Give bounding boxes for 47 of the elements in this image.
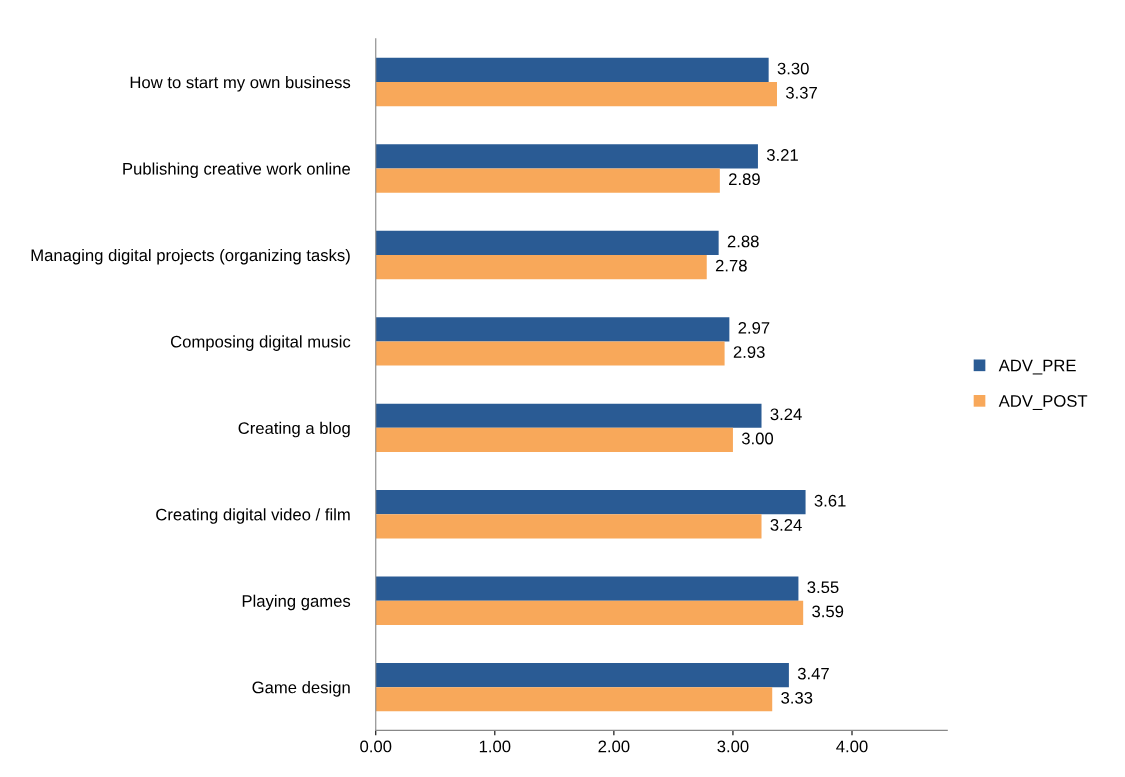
data-label: 3.47 — [797, 667, 829, 680]
legend-label: ADV_PRE — [998, 359, 1076, 375]
data-label: 2.93 — [733, 346, 765, 358]
bar — [375, 490, 806, 515]
y-tick-label: Playing games — [242, 594, 351, 611]
data-label: 3.59 — [812, 605, 844, 618]
data-label: 3.00 — [741, 432, 774, 445]
x-tick-label: 4.00 — [836, 740, 868, 753]
x-tick-label: 0.00 — [360, 740, 392, 753]
data-label: 3.33 — [781, 691, 813, 704]
legend-label: ADV_POST — [998, 395, 1088, 411]
y-tick-label: Composing digital music — [170, 335, 351, 351]
data-label: 2.88 — [727, 235, 759, 248]
y-tick-label: Creating digital video / film — [156, 508, 350, 524]
data-label: 3.37 — [785, 86, 817, 99]
y-tick-label: Managing digital projects (organizing tasks) — [31, 248, 350, 265]
data-label: 3.61 — [814, 494, 846, 507]
bar — [375, 341, 725, 366]
data-label: 2.78 — [715, 259, 747, 272]
x-tick-label: 2.00 — [598, 740, 630, 753]
y-tick-label: Publishing creative work online — [123, 162, 351, 179]
bar — [375, 317, 730, 342]
bar — [375, 82, 777, 107]
y-tick-label: How to start my own business — [130, 76, 351, 92]
data-label: 3.24 — [770, 519, 802, 531]
bar — [375, 168, 720, 193]
x-tick-label: 1.00 — [479, 740, 511, 753]
data-label: 2.89 — [729, 173, 760, 186]
bar — [375, 403, 762, 428]
bar — [375, 144, 758, 169]
bar — [375, 600, 804, 625]
y-tick-label: Game design — [252, 681, 350, 697]
x-tick-label: 3.00 — [717, 740, 749, 753]
bar — [375, 230, 719, 255]
bar — [375, 254, 707, 280]
bar — [375, 514, 762, 539]
data-label: 3.24 — [770, 408, 802, 421]
bar — [375, 662, 789, 688]
bar — [375, 57, 769, 83]
bar — [375, 687, 773, 712]
y-tick-label: Creating a blog — [238, 421, 350, 438]
bar — [375, 576, 799, 601]
data-label: 3.30 — [777, 62, 809, 75]
data-label: 2.97 — [738, 321, 770, 334]
bar — [375, 427, 733, 453]
data-label: 3.55 — [807, 581, 839, 594]
data-label: 3.21 — [766, 149, 798, 161]
